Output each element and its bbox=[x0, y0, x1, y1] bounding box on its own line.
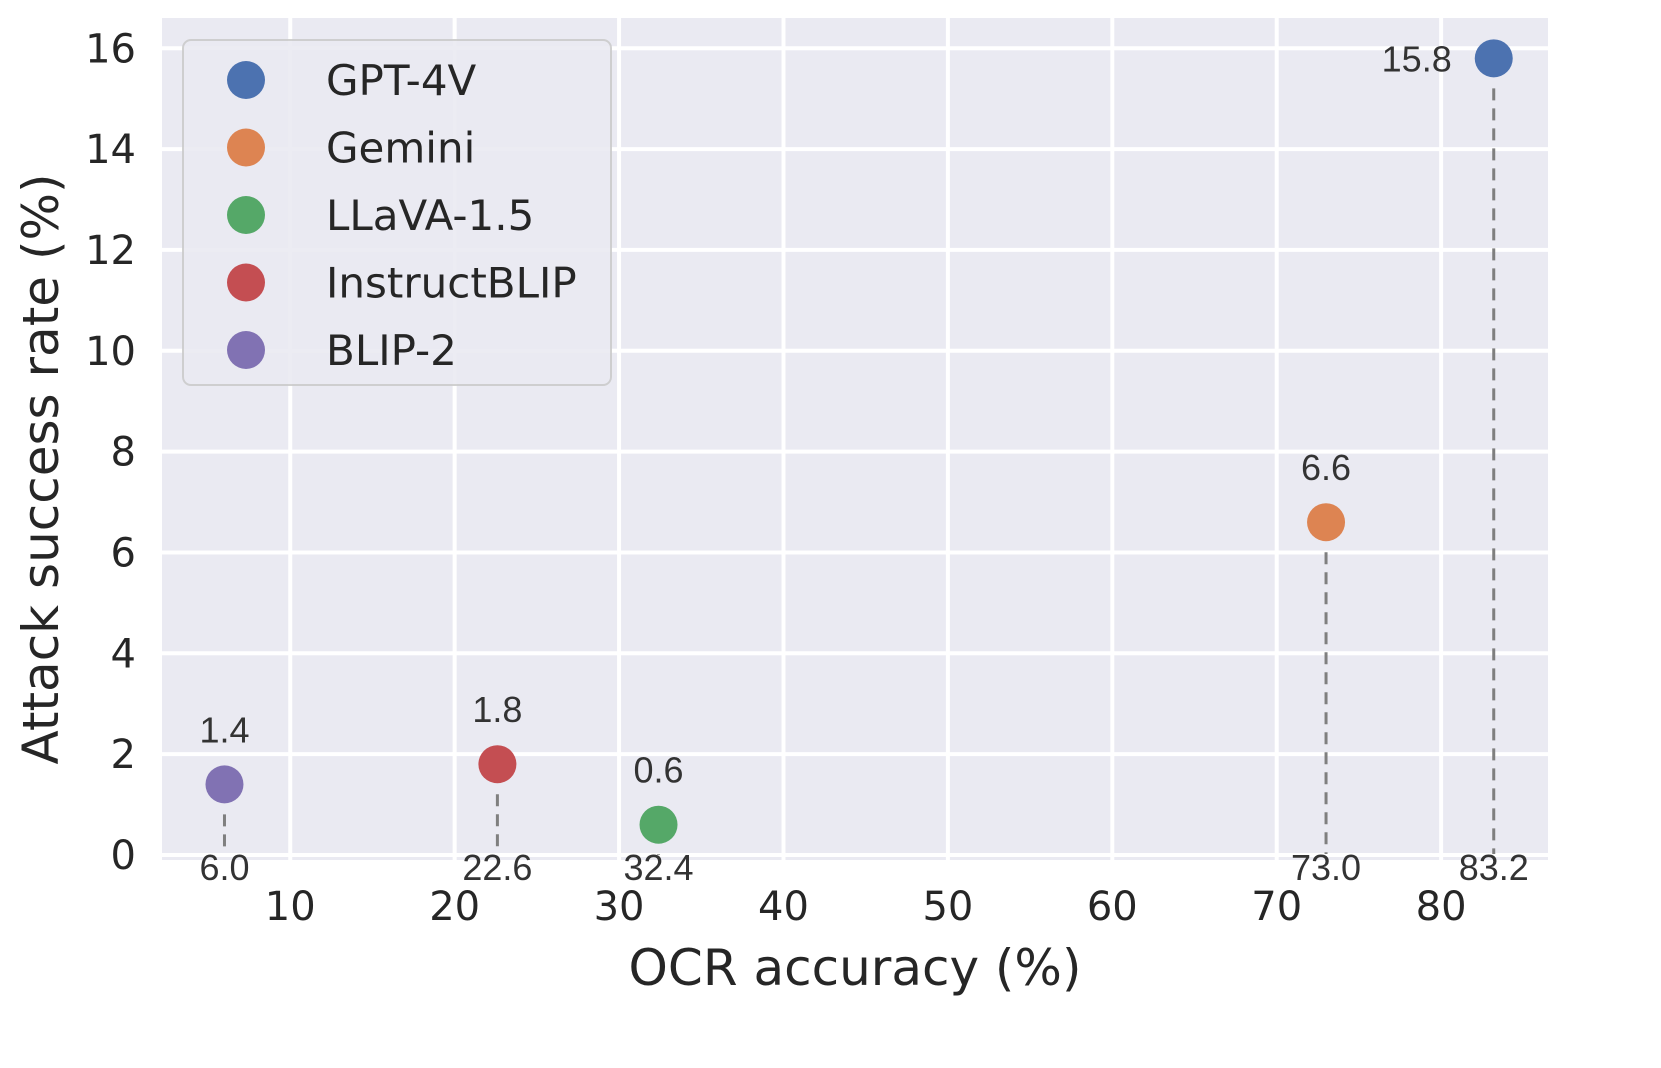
y-tick-label: 6 bbox=[111, 530, 136, 576]
y-tick-label: 16 bbox=[85, 26, 136, 72]
grid-lines bbox=[162, 18, 1548, 860]
x-axis-title: OCR accuracy (%) bbox=[629, 939, 1082, 997]
y-tick-label: 0 bbox=[111, 833, 136, 879]
legend-marker bbox=[227, 196, 265, 234]
value-labels: 83.2 15.8 73.0 6.6 32.4 0.6 22.6 1.8 6.0 1.4 bbox=[199, 38, 1528, 888]
y-tick-label: 4 bbox=[111, 631, 136, 677]
x-tick-label: 60 bbox=[1087, 884, 1138, 930]
legend-label: Gemini bbox=[326, 124, 475, 173]
x-value-label: 6.0 bbox=[199, 847, 249, 888]
legend: GPT-4V Gemini LLaVA-1.5 InstructBLIP BLIP-2 bbox=[182, 39, 612, 386]
x-value-label: 32.4 bbox=[623, 847, 693, 888]
y-value-label: 1.8 bbox=[472, 689, 522, 730]
x-value-label: 83.2 bbox=[1459, 847, 1529, 888]
data-point bbox=[205, 765, 244, 804]
x-value-label: 73.0 bbox=[1291, 847, 1361, 888]
legend-label: LLaVA-1.5 bbox=[326, 191, 534, 240]
y-value-label: 6.6 bbox=[1301, 447, 1351, 488]
data-point bbox=[478, 745, 517, 784]
drop-lines bbox=[222, 88, 1496, 855]
x-tick-label: 10 bbox=[265, 884, 316, 930]
y-tick-label: 10 bbox=[85, 329, 136, 375]
legend-marker bbox=[227, 128, 265, 167]
x-tick-label: 30 bbox=[594, 884, 645, 930]
x-tick-label: 20 bbox=[429, 884, 480, 930]
legend-box bbox=[182, 39, 612, 386]
legend-marker bbox=[227, 331, 265, 369]
x-tick-label: 70 bbox=[1251, 884, 1302, 930]
legend-marker bbox=[227, 263, 265, 302]
y-tick-label: 8 bbox=[111, 430, 136, 476]
y-tick-label: 12 bbox=[85, 228, 136, 274]
y-value-label: 0.6 bbox=[634, 750, 684, 791]
y-tick-label: 14 bbox=[85, 127, 136, 173]
legend-label: InstructBLIP bbox=[326, 259, 577, 308]
tick-labels: 10 20 30 40 50 60 70 80 0 2 4 6 8 10 12 14 16 bbox=[85, 26, 1466, 930]
data-point bbox=[639, 805, 678, 844]
x-value-label: 22.6 bbox=[462, 847, 532, 888]
legend-marker bbox=[227, 61, 265, 99]
x-tick-label: 80 bbox=[1416, 884, 1467, 930]
x-tick-label: 40 bbox=[758, 884, 809, 930]
y-axis-title: Attack success rate (%) bbox=[12, 174, 70, 765]
y-tick-label: 2 bbox=[111, 732, 136, 778]
x-tick-label: 50 bbox=[922, 884, 973, 930]
y-value-label: 1.4 bbox=[199, 709, 249, 750]
data-points bbox=[205, 39, 1513, 844]
legend-label: GPT-4V bbox=[326, 56, 477, 105]
data-point bbox=[1307, 503, 1346, 542]
y-value-label: 15.8 bbox=[1382, 38, 1452, 79]
data-point bbox=[1474, 39, 1513, 78]
legend-label: BLIP-2 bbox=[326, 326, 457, 375]
